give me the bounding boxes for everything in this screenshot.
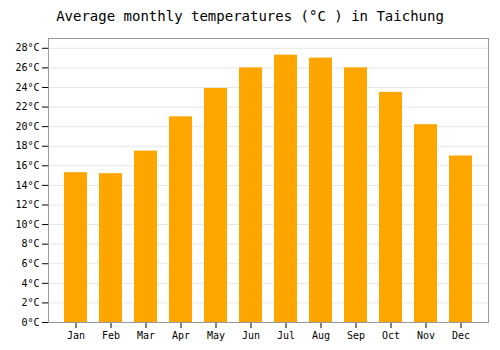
svg-text:8°C: 8°C <box>21 238 39 249</box>
svg-text:14°C: 14°C <box>15 180 39 191</box>
svg-text:Jul: Jul <box>277 330 295 341</box>
svg-text:May: May <box>207 330 225 341</box>
svg-text:Mar: Mar <box>137 330 155 341</box>
svg-text:Jun: Jun <box>242 330 260 341</box>
svg-text:Oct: Oct <box>382 330 400 341</box>
svg-text:Dec: Dec <box>452 330 470 341</box>
html-text:Average monthly temperatures (: Average monthly temperatures (°C ) in Ta… <box>56 8 444 24</box>
svg-text:20°C: 20°C <box>15 121 39 132</box>
svg-text:18°C: 18°C <box>15 140 39 151</box>
svg-text:6°C: 6°C <box>21 258 39 269</box>
svg-text:Apr: Apr <box>172 330 190 341</box>
svg-text:16°C: 16°C <box>15 160 39 171</box>
svg-text:Aug: Aug <box>312 330 330 341</box>
svg-text:Jan: Jan <box>67 330 85 341</box>
svg-text:4°C: 4°C <box>21 278 39 289</box>
svg-text:10°C: 10°C <box>15 219 39 230</box>
svg-text:24°C: 24°C <box>15 82 39 93</box>
svg-text:Feb: Feb <box>102 330 120 341</box>
svg-text:Nov: Nov <box>417 330 435 341</box>
svg-text:26°C: 26°C <box>15 62 39 73</box>
svg-text:Sep: Sep <box>347 330 365 341</box>
svg-text:2°C: 2°C <box>21 297 39 308</box>
svg-text:28°C: 28°C <box>15 42 39 53</box>
svg-text:12°C: 12°C <box>15 199 39 210</box>
svg-text:22°C: 22°C <box>15 101 39 112</box>
svg-text:0°C: 0°C <box>21 317 39 328</box>
